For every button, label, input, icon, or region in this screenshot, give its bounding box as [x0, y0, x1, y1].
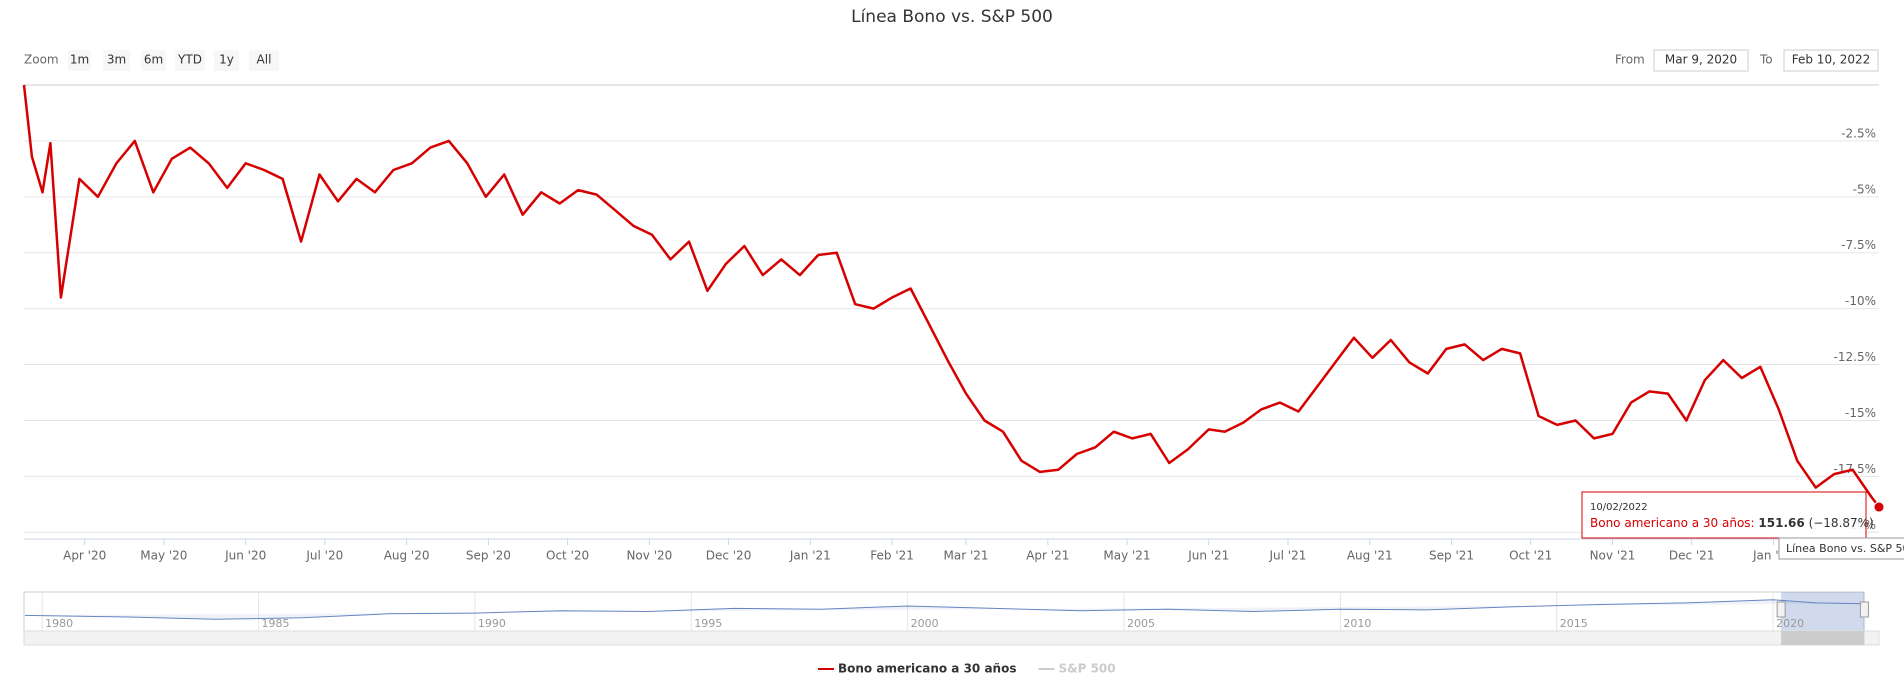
from-input[interactable]	[1653, 49, 1749, 72]
zoom-button[interactable]	[249, 50, 279, 71]
zoom-button-label[interactable]: All	[257, 53, 272, 67]
tooltip-label-box	[1778, 537, 1904, 560]
y-tick-label: -12.5%	[1834, 350, 1876, 364]
zoom-button[interactable]	[68, 50, 91, 71]
to-date: Feb 10, 2022	[1792, 53, 1871, 67]
navigator-tick-label: 1980	[45, 617, 73, 630]
navigator-tick-label: 2005	[1127, 617, 1155, 630]
x-tick-label: Jul '20	[305, 549, 343, 563]
scrollbar-thumb[interactable]	[1781, 631, 1865, 645]
zoom-button-label[interactable]: 3m	[107, 53, 126, 67]
navigator-bg	[23, 591, 1865, 632]
navigator-tick-label: 1985	[262, 617, 290, 630]
x-tick-label: Apr '21	[1026, 549, 1069, 563]
navigator-tick-label: 2020	[1776, 617, 1804, 630]
zoom-button-label[interactable]: 1y	[219, 53, 234, 67]
y-tick-label: -7.5%	[1841, 238, 1876, 252]
tooltip-box	[1581, 491, 1867, 539]
to-label: To	[1759, 53, 1773, 67]
x-tick-label: Jul '21	[1268, 549, 1306, 563]
tooltip-date: 10/02/2022	[1590, 502, 1648, 513]
zoom-button[interactable]	[175, 50, 205, 71]
navigator-tick-label: 2010	[1343, 617, 1371, 630]
y-tick-label: -2.5%	[1841, 126, 1876, 140]
from-date: Mar 9, 2020	[1665, 53, 1737, 67]
tooltip-part: Bono americano a 30 años:	[1590, 516, 1755, 530]
scrollbar-track[interactable]	[23, 630, 1880, 646]
x-tick-label: Nov '21	[1590, 549, 1636, 563]
zoom-button[interactable]	[141, 50, 166, 71]
zoom-button-label[interactable]: 6m	[144, 53, 163, 67]
zoom-button[interactable]	[103, 50, 130, 71]
x-tick-label: Sep '20	[466, 549, 511, 563]
x-tick-label: Nov '20	[626, 549, 672, 563]
navigator-tick-label: 2000	[911, 617, 939, 630]
zoom-button-label[interactable]: YTD	[177, 53, 202, 67]
x-tick-label: Jan '21	[789, 549, 831, 563]
hover-marker	[1873, 501, 1885, 513]
navigator-tick-label: 2015	[1560, 617, 1588, 630]
legend-label[interactable]: S&P 500	[1058, 662, 1115, 676]
x-tick-label: Apr '20	[63, 549, 106, 563]
x-tick-label: Jun '21	[1187, 549, 1229, 563]
zoom-button-label[interactable]: 1m	[70, 53, 89, 67]
x-tick-label: Oct '21	[1509, 549, 1552, 563]
navigator-selection	[1781, 592, 1865, 631]
x-tick-label: Aug '21	[1347, 549, 1393, 563]
x-tick-label: Jun '20	[224, 549, 266, 563]
zoom-label: Zoom	[24, 53, 59, 67]
x-tick-label: Aug '20	[384, 549, 430, 563]
x-tick-label: Sep '21	[1429, 549, 1474, 563]
x-tick-label: May '20	[140, 549, 187, 563]
x-tick-label: Oct '20	[546, 549, 589, 563]
y-tick-label: -15%	[1845, 406, 1876, 420]
navigator-tick-label: 1990	[478, 617, 506, 630]
from-label: From	[1615, 53, 1645, 67]
x-tick-label: May '21	[1103, 549, 1150, 563]
tooltip-chart-label: Línea Bono vs. S&P 500	[1786, 542, 1904, 555]
line-series	[22, 84, 1880, 508]
navigator-handle[interactable]	[1776, 601, 1786, 618]
navigator-handle[interactable]	[1859, 601, 1869, 618]
zoom-button[interactable]	[214, 50, 239, 71]
navigator-series	[24, 599, 1865, 620]
tooltip-line: Bono americano a 30 años: 151.66 (−18.87…	[1590, 516, 1874, 530]
to-input[interactable]	[1783, 49, 1879, 72]
x-tick-label: Dec '20	[706, 549, 752, 563]
x-tick-label: Mar '21	[943, 549, 988, 563]
y-tick-label: -5%	[1853, 182, 1876, 196]
legend-label[interactable]: Bono americano a 30 años	[838, 662, 1016, 676]
x-tick-label: Dec '21	[1669, 549, 1715, 563]
x-tick-label: Feb '21	[870, 549, 914, 563]
y-tick-label: -10%	[1845, 294, 1876, 308]
tooltip-part: 151.66	[1758, 516, 1804, 530]
chart-title: Línea Bono vs. S&P 500	[851, 7, 1053, 27]
tooltip-part: (−18.87%)	[1809, 516, 1874, 530]
navigator-tick-label: 1995	[694, 617, 722, 630]
